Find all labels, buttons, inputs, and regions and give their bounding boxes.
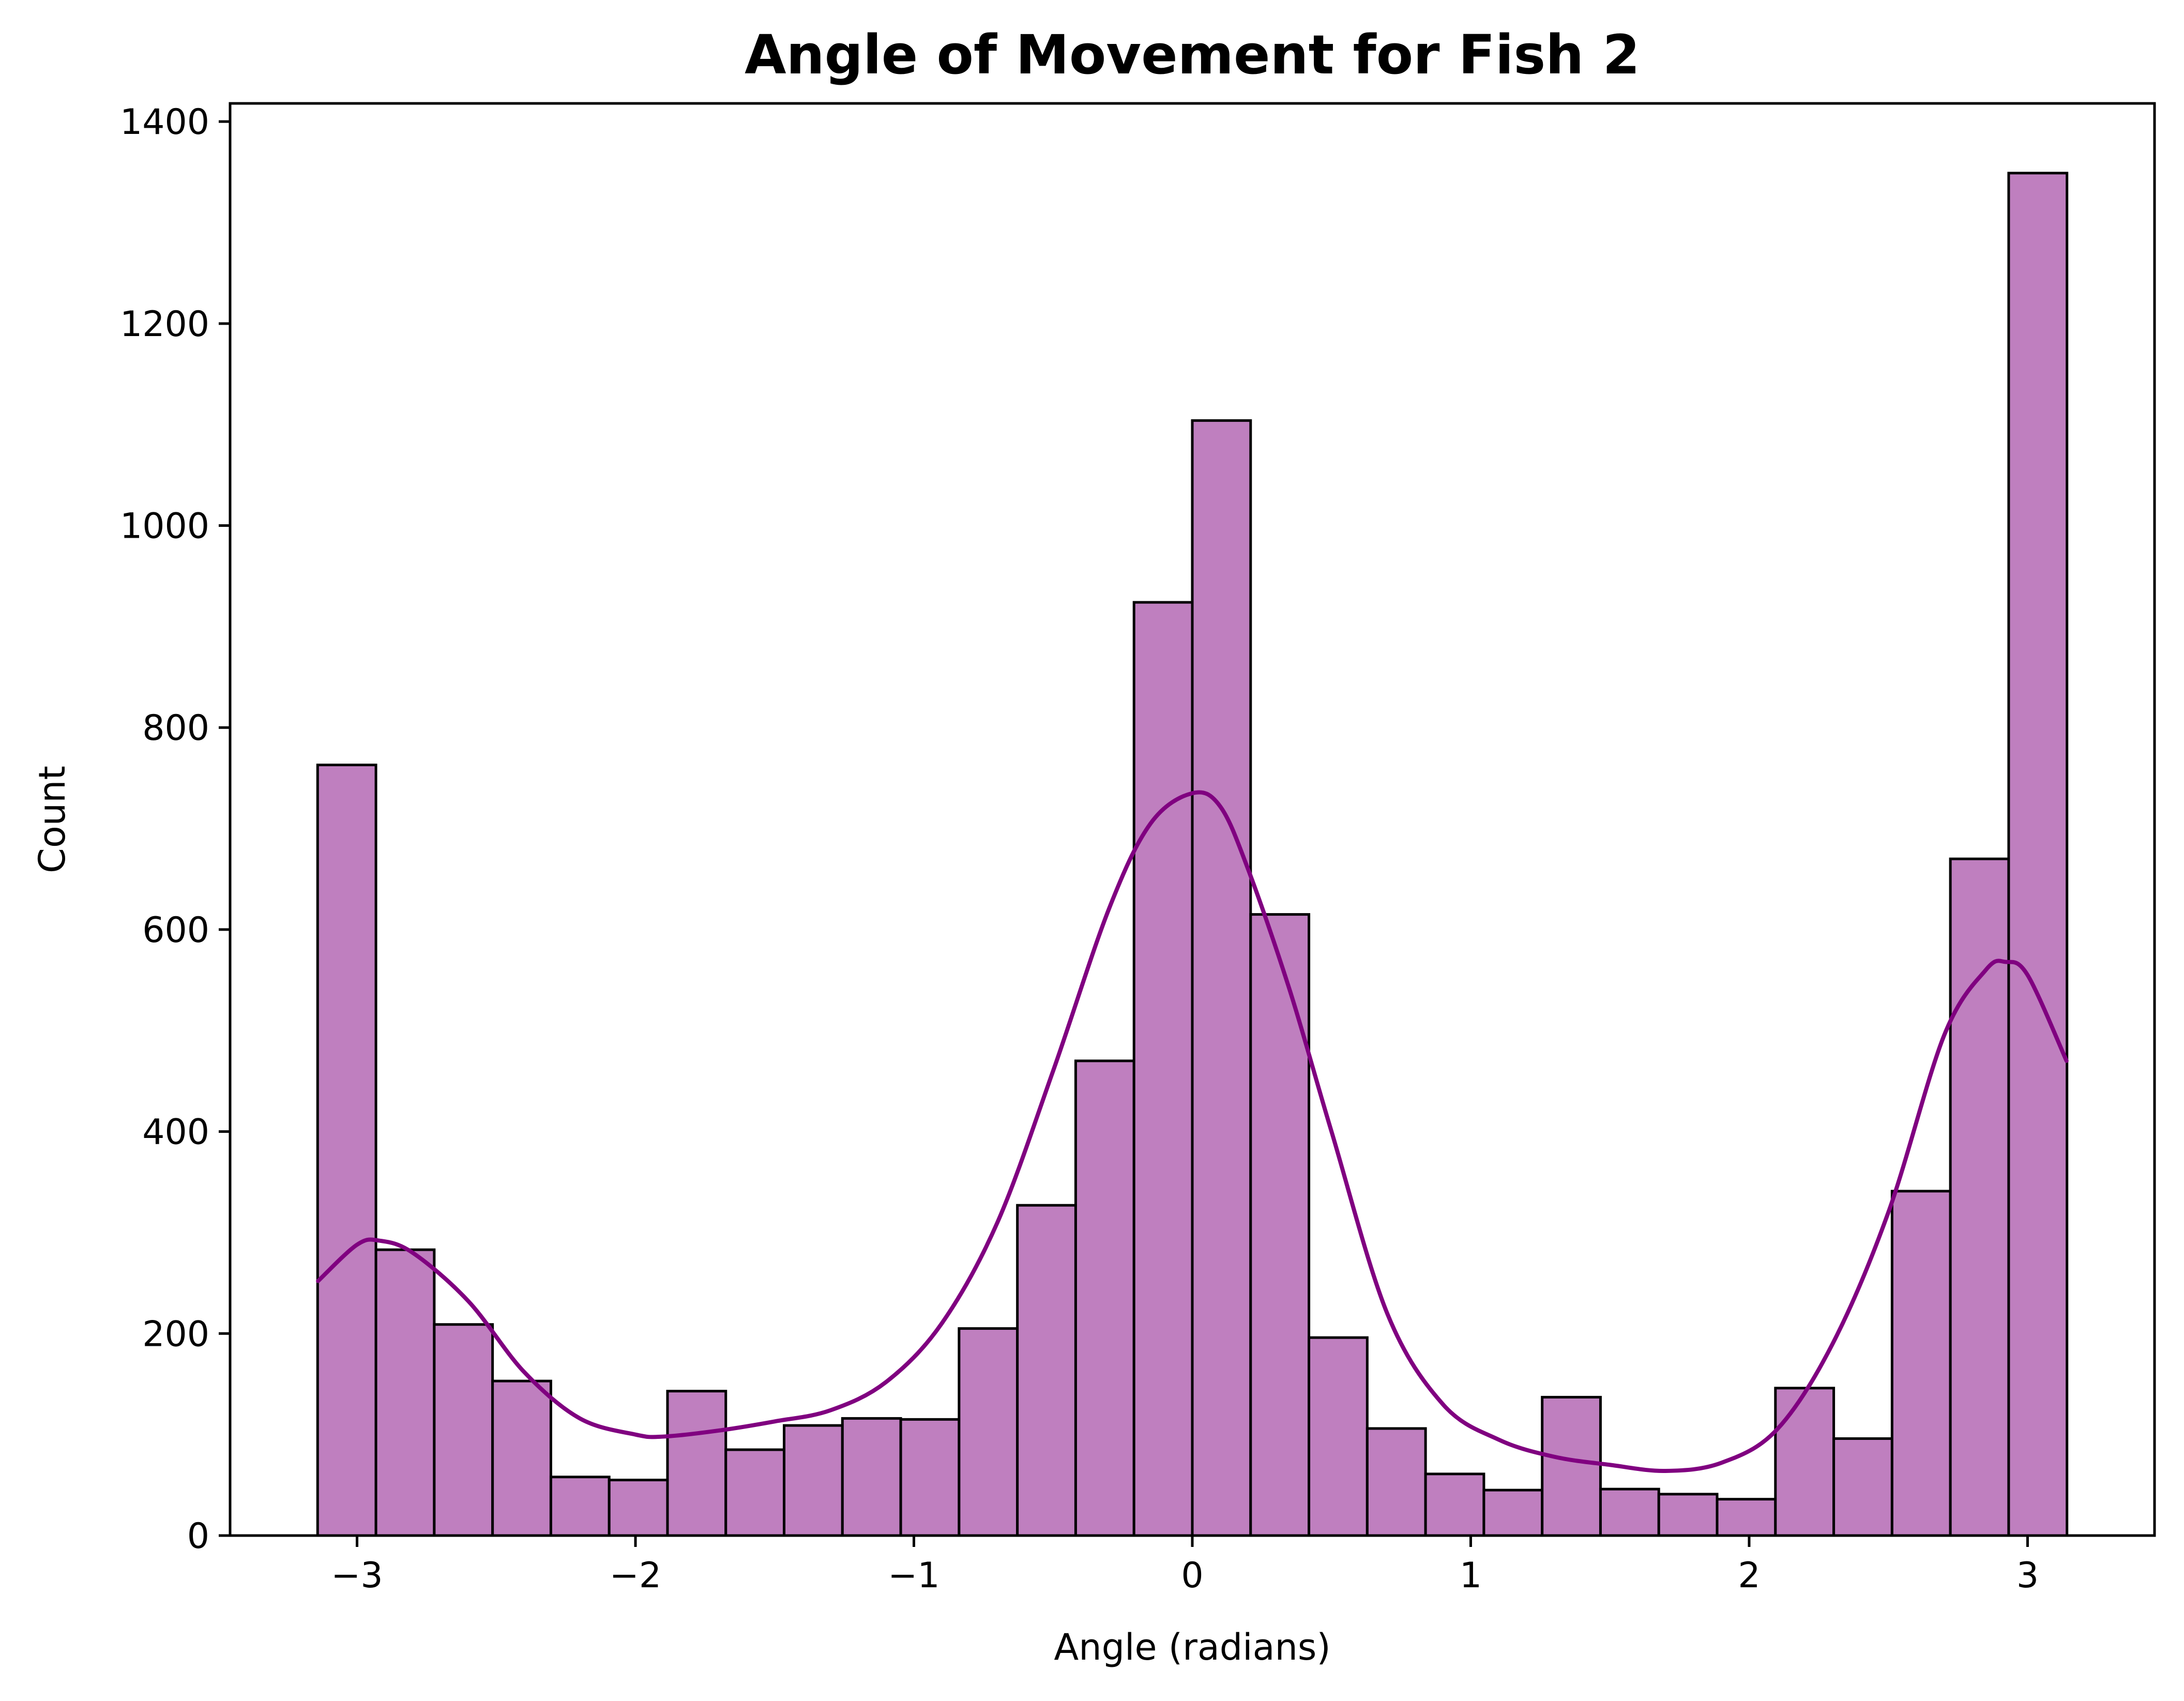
x-axis-label: Angle (radians) — [1054, 1626, 1330, 1668]
histogram-bar — [1599, 1487, 1660, 1537]
histogram-bar — [1424, 1472, 1485, 1537]
histogram-bar — [1366, 1427, 1427, 1537]
histogram-bar — [1832, 1437, 1893, 1537]
x-tick-label: 1 — [1460, 1555, 1482, 1596]
y-tick-label: 1000 — [120, 506, 209, 547]
histogram-bar — [841, 1417, 902, 1537]
y-tick-label: 1200 — [120, 304, 209, 345]
histogram-bar — [899, 1418, 961, 1537]
histogram-bar — [2007, 172, 2069, 1537]
histogram-bar — [1132, 601, 1194, 1537]
y-tick-label: 400 — [142, 1112, 209, 1153]
bars-layer — [316, 172, 2069, 1537]
histogram-bar — [666, 1390, 727, 1537]
histogram-bar — [1657, 1493, 1719, 1537]
histogram-bar — [1074, 1059, 1135, 1537]
histogram-bar — [958, 1327, 1019, 1537]
histogram-bar — [724, 1448, 786, 1537]
y-tick-label: 800 — [142, 708, 209, 749]
x-tick-label: −1 — [888, 1555, 939, 1596]
y-tick-label: 600 — [142, 910, 209, 951]
histogram-bar — [1016, 1204, 1077, 1537]
x-tick-label: −2 — [610, 1555, 661, 1596]
histogram-bar — [491, 1379, 552, 1537]
histogram-bar — [1191, 419, 1252, 1537]
histogram-bar — [1541, 1395, 1602, 1537]
histogram-bar — [1774, 1387, 1836, 1537]
histogram-bar — [1716, 1498, 1777, 1537]
x-tick-label: 2 — [1738, 1555, 1760, 1596]
y-tick-label: 0 — [187, 1516, 209, 1557]
x-tick-label: −3 — [331, 1555, 383, 1596]
histogram-bar — [608, 1479, 669, 1537]
histogram-bar — [374, 1248, 436, 1537]
histogram-bar — [1308, 1336, 1369, 1537]
histogram-bar — [1949, 857, 2010, 1537]
y-axis-label: Count — [31, 766, 73, 873]
chart-title: Angle of Movement for Fish 2 — [745, 23, 1640, 86]
histogram-bar — [549, 1476, 611, 1537]
x-tick-label: 3 — [2016, 1555, 2039, 1596]
histogram-bar — [1890, 1190, 1952, 1537]
y-tick-label: 200 — [142, 1314, 209, 1355]
histogram-bar — [316, 764, 377, 1537]
histogram-bar — [783, 1424, 844, 1537]
y-tick-label: 1400 — [120, 102, 209, 143]
histogram-bar — [1482, 1489, 1544, 1537]
x-axis-ticks: −3 −2 −1 0 1 2 3 — [331, 1536, 2039, 1596]
y-axis-ticks: 0 200 400 600 800 1000 1200 1400 — [120, 102, 230, 1557]
histogram-bar — [1249, 913, 1311, 1537]
kde-curve — [316, 790, 2069, 1473]
x-tick-label: 0 — [1181, 1555, 1203, 1596]
histogram-bar — [433, 1323, 494, 1537]
